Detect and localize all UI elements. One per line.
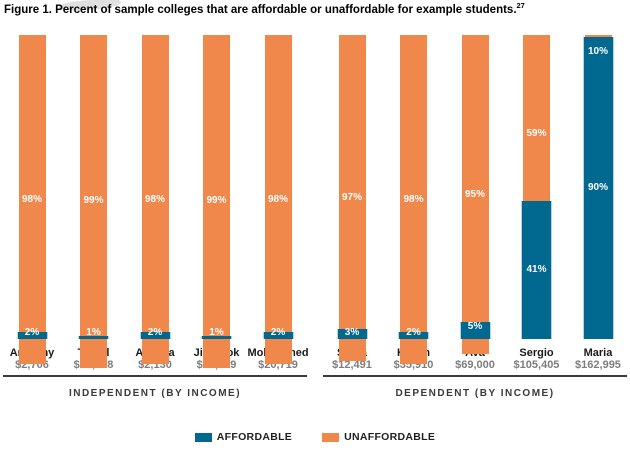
group-label: INDEPENDENT (BY INCOME) [68,388,242,399]
affordable-color-swatch [194,432,212,442]
stacked-bar: 99% 1% [201,35,232,368]
affordable-percent-label: 90% [587,181,608,193]
unaffordable-percent-label: 98% [144,193,165,205]
stacked-bar: 99% 1% [78,35,109,368]
group-divider-line [3,375,307,377]
unaffordable-percent-label: 99% [83,195,104,207]
unaffordable-percent-label: 10% [587,45,608,57]
unaffordable-segment [141,35,169,365]
affordable-segment [201,335,232,339]
stacked-bar: 10% 90% [582,35,614,339]
stacked-bar: 98% 2% [398,35,429,365]
affordable-percent-label: 1% [209,327,224,338]
stacked-bar: 98% 2% [262,35,294,365]
student-bar-column: 98% 2% Aneesa $2,130 [126,35,184,371]
affordable-segment [16,332,48,339]
affordable-segment [336,328,368,339]
unaffordable-color-swatch [322,432,340,442]
legend-item-unaffordable: UNAFFORDABLE [322,431,435,443]
legend-item-affordable: AFFORDABLE [194,431,293,443]
stacked-bar: 59% 41% [521,35,552,339]
unaffordable-percent-label: 95% [464,188,485,200]
affordable-percent-label: 1% [86,327,101,338]
stacked-bar: 98% 2% [139,35,171,365]
student-bar-column: 99% 1% Traval $30,388 [65,35,123,371]
unaffordable-segment [203,35,230,368]
student-bar-column: 98% 2% Mohammed $20,719 [247,35,309,371]
student-name: Maria [583,347,613,359]
affordable-segment [78,335,109,339]
figure-title-text: Figure 1. Percent of sample colleges tha… [4,4,517,16]
student-name: Sergio [519,347,554,359]
unaffordable-percent-label: 99% [206,195,227,207]
affordable-segment [582,36,614,339]
unaffordable-segment [80,35,107,368]
unaffordable-percent-label: 59% [526,128,547,140]
group-label: DEPENDENT (BY INCOME) [395,388,555,399]
unaffordable-percent-label: 98% [403,193,424,205]
bar-chart: 98% 2% Anthony $2,706 99% 1% Traval $30,… [3,35,627,399]
affordable-segment [398,332,429,339]
student-bar-column: 99% 1% Jin Sook $33,639 [188,35,246,371]
student-bar-column: 95% 5% Ava $69,000 [446,35,504,371]
student-income: $69,000 [455,359,495,371]
student-group: 97% 3% Sonja $12,491 98% 2% Hakim $35,91… [323,35,627,399]
unaffordable-percent-label: 98% [267,193,288,205]
student-bar-column: 97% 3% Sonja $12,491 [323,35,381,371]
unaffordable-percent-label: 98% [21,193,42,205]
stacked-bar: 98% 2% [16,35,48,365]
affordable-percent-label: 2% [147,327,163,338]
student-income: $105,405 [513,359,560,371]
student-bar-column: 59% 41% Sergio $105,405 [508,35,566,371]
affordable-percent-label: 2% [24,327,40,338]
affordable-segment [139,332,171,339]
affordable-percent-label: 5% [467,321,483,333]
footnote-reference: 27 [516,1,525,11]
student-income: $12,491 [332,359,372,371]
student-bar-column: 98% 2% Anthony $2,706 [3,35,61,371]
stacked-bar: 97% 3% [336,35,368,361]
legend: AFFORDABLE UNAFFORDABLE [0,431,630,443]
group-bars: 98% 2% Anthony $2,706 99% 1% Traval $30,… [3,35,309,371]
unaffordable-segment [400,35,427,365]
affordable-segment [459,322,491,339]
affordable-segment [521,201,552,339]
unaffordable-segment [461,35,489,355]
figure-title: Figure 1. Percent of sample colleges tha… [4,1,628,17]
affordable-percent-label: 2% [270,327,286,338]
affordable-percent-label: 41% [526,264,547,276]
affordable-percent-label: 2% [406,327,421,338]
unaffordable-percent-label: 97% [341,191,362,203]
stacked-bar: 95% 5% [459,35,491,355]
unaffordable-segment [338,35,366,361]
affordable-segment [262,332,294,339]
figure-title-block: Figure 1. Percent of sample colleges tha… [4,0,628,17]
group-bars: 97% 3% Sonja $12,491 98% 2% Hakim $35,91… [323,35,627,371]
student-bar-column: 10% 90% Maria $162,995 [569,35,627,371]
legend-label: AFFORDABLE [216,431,293,443]
unaffordable-segment [18,35,46,365]
group-divider-line [323,375,627,377]
legend-label: UNAFFORDABLE [344,431,436,443]
student-group: 98% 2% Anthony $2,706 99% 1% Traval $30,… [3,35,309,399]
unaffordable-segment [523,35,550,234]
unaffordable-segment [264,35,292,365]
student-income: $162,995 [575,359,621,371]
affordable-percent-label: 3% [344,327,360,338]
student-bar-column: 98% 2% Hakim $35,910 [385,35,443,371]
